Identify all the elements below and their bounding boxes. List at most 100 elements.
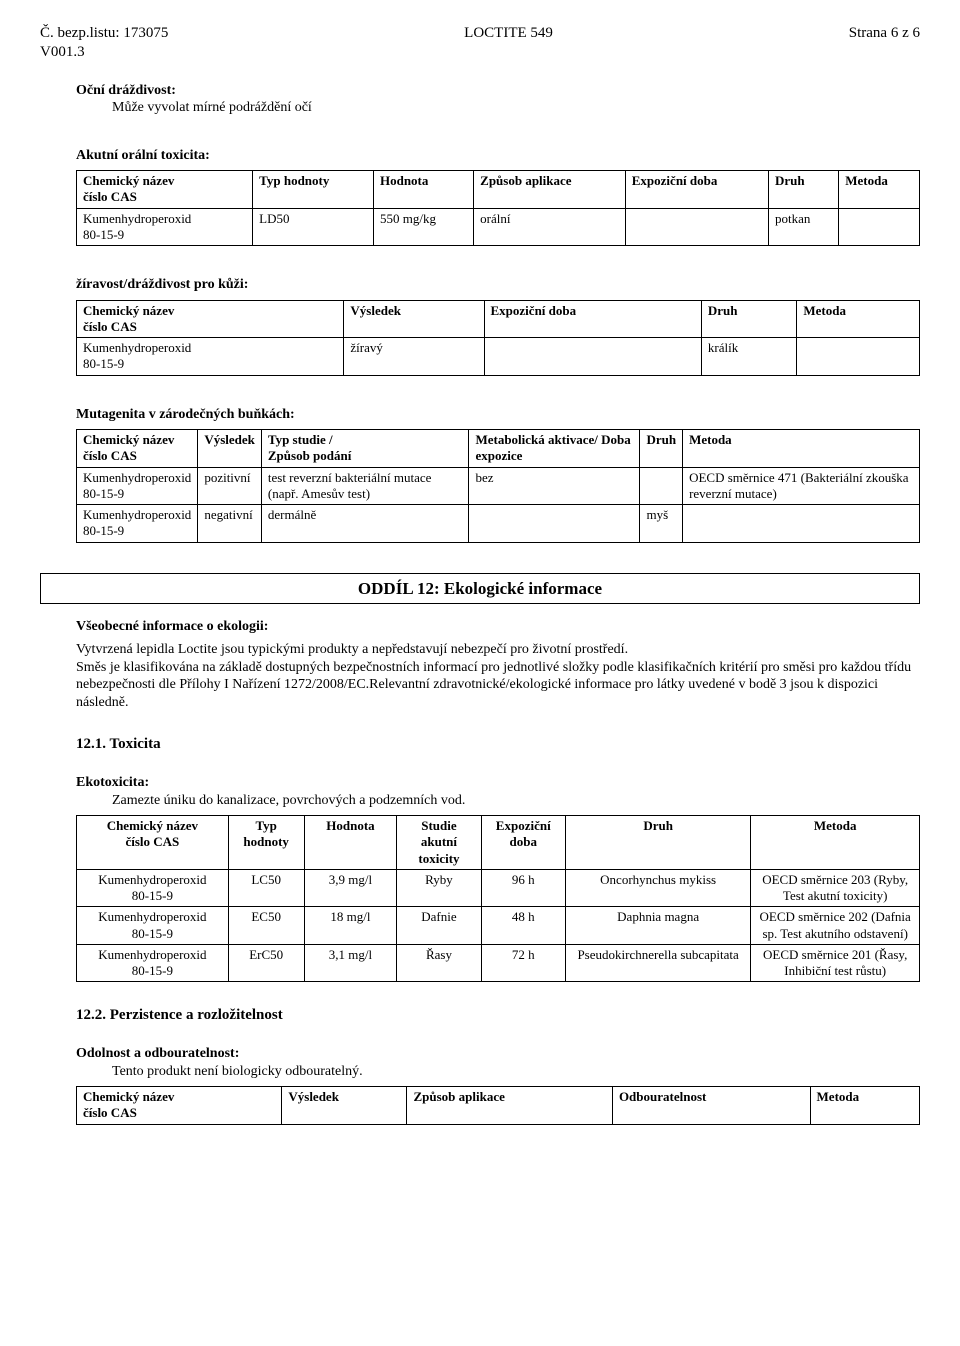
cell: 550 mg/kg [373,208,473,246]
skin-title: žíravost/dráždivost pro kůži: [76,276,920,294]
col-header: Druh [565,816,750,870]
cell: 48 h [481,907,565,945]
col-header: Chemický názevčíslo CAS [77,300,344,338]
pers-heading: 12.2. Perzistence a rozložitelnost [76,1006,920,1025]
col-header: Výsledek [344,300,484,338]
header-left: Č. bezp.listu: 173075 [40,24,168,43]
section-12-title: ODDÍL 12: Ekologické informace [40,573,920,604]
col-header: Metoda [839,171,920,209]
tox-heading: 12.1. Toxicita [76,735,920,754]
cell: OECD směrnice 201 (Řasy, Inhibiční test … [751,944,920,982]
table-row: Kumenhydroperoxid80-15-9 LD50 550 mg/kg … [77,208,920,246]
skin-table: Chemický názevčíslo CAS Výsledek Expozič… [76,300,920,376]
cell: 3,9 mg/l [304,869,397,907]
table-header-row: Chemický názevčíslo CAS Výsledek Expozič… [77,300,920,338]
cell: Kumenhydroperoxid80-15-9 [77,907,229,945]
eye-text: Může vyvolat mírné podráždění očí [112,99,920,117]
pers-sub: Odolnost a odbouratelnost: [76,1045,920,1063]
cell: EC50 [228,907,304,945]
cell: LD50 [253,208,374,246]
header-center: LOCTITE 549 [464,24,553,43]
col-header: Metoda [751,816,920,870]
col-header: Způsob aplikace [474,171,626,209]
oral-title: Akutní orální toxicita: [76,147,920,165]
oral-table: Chemický názevčíslo CAS Typ hodnoty Hodn… [76,170,920,246]
cell: dermálně [261,505,469,543]
col-header: Metoda [683,430,920,468]
col-header: Výsledek [198,430,262,468]
col-header: Způsob aplikace [407,1087,612,1125]
col-header: Typ studie /Způsob podání [261,430,469,468]
cell: 18 mg/l [304,907,397,945]
cell [797,338,920,376]
cell: potkan [768,208,838,246]
page-header: Č. bezp.listu: 173075 LOCTITE 549 Strana… [40,24,920,43]
col-header: Hodnota [373,171,473,209]
col-header: Metoda [810,1087,919,1125]
table-header-row: Chemický názevčíslo CAS Typ hodnoty Hodn… [77,816,920,870]
cell: Pseudokirchnerella subcapitata [565,944,750,982]
cell: Oncorhynchus mykiss [565,869,750,907]
header-right: Strana 6 z 6 [849,24,920,43]
cell: LC50 [228,869,304,907]
col-header: Chemický názevčíslo CAS [77,430,198,468]
cell: pozitivní [198,467,262,505]
col-header: Expoziční doba [481,816,565,870]
col-header: Druh [768,171,838,209]
col-header: Typ hodnoty [253,171,374,209]
cell [839,208,920,246]
table-header-row: Chemický názevčíslo CAS Typ hodnoty Hodn… [77,171,920,209]
cell: Kumenhydroperoxid80-15-9 [77,505,198,543]
cell: Kumenhydroperoxid80-15-9 [77,944,229,982]
col-header: Studie akutní toxicity [397,816,481,870]
cell [625,208,768,246]
col-header: Druh [701,300,797,338]
cell: žíravý [344,338,484,376]
cell: Daphnia magna [565,907,750,945]
cell: ErC50 [228,944,304,982]
cell: Kumenhydroperoxid80-15-9 [77,869,229,907]
cell: test reverzní bakteriální mutace (např. … [261,467,469,505]
cell: Kumenhydroperoxid80-15-9 [77,208,253,246]
ecology-gen-text: Vytvrzená lepidla Loctite jsou typickými… [76,641,920,711]
col-header: Chemický názevčíslo CAS [77,1087,282,1125]
cell [683,505,920,543]
cell: 3,1 mg/l [304,944,397,982]
ecology-gen-title: Všeobecné informace o ekologii: [76,618,920,636]
cell: myš [640,505,683,543]
cell: Ryby [397,869,481,907]
table-row: Kumenhydroperoxid80-15-9 EC50 18 mg/l Da… [77,907,920,945]
col-header: Metabolická aktivace/ Doba expozice [469,430,640,468]
col-header: Odbouratelnost [612,1087,810,1125]
pers-table: Chemický názevčíslo CAS Výsledek Způsob … [76,1086,920,1125]
cell [469,505,640,543]
col-header: Hodnota [304,816,397,870]
table-row: Kumenhydroperoxid80-15-9 negativní dermá… [77,505,920,543]
eye-title: Oční dráždivost: [76,82,920,100]
col-header: Druh [640,430,683,468]
pers-text: Tento produkt není biologicky odbouratel… [112,1063,920,1081]
cell: králík [701,338,797,376]
col-header: Expoziční doba [484,300,701,338]
cell: OECD směrnice 203 (Ryby, Test akutní tox… [751,869,920,907]
col-header: Typ hodnoty [228,816,304,870]
table-row: Kumenhydroperoxid80-15-9 žíravý králík [77,338,920,376]
header-version: V001.3 [40,43,920,62]
table-header-row: Chemický názevčíslo CAS Výsledek Typ stu… [77,430,920,468]
table-row: Kumenhydroperoxid80-15-9 ErC50 3,1 mg/l … [77,944,920,982]
cell: Kumenhydroperoxid80-15-9 [77,467,198,505]
col-header: Expoziční doba [625,171,768,209]
cell: 72 h [481,944,565,982]
cell: negativní [198,505,262,543]
table-row: Kumenhydroperoxid80-15-9 pozitivní test … [77,467,920,505]
muta-table: Chemický názevčíslo CAS Výsledek Typ stu… [76,429,920,543]
tox-sub: Ekotoxicita: [76,774,920,792]
tox-text: Zamezte úniku do kanalizace, povrchových… [112,792,920,810]
col-header: Výsledek [282,1087,407,1125]
table-header-row: Chemický názevčíslo CAS Výsledek Způsob … [77,1087,920,1125]
cell: OECD směrnice 471 (Bakteriální zkouška r… [683,467,920,505]
muta-title: Mutagenita v zárodečných buňkách: [76,406,920,424]
cell [484,338,701,376]
cell: Kumenhydroperoxid80-15-9 [77,338,344,376]
cell [640,467,683,505]
